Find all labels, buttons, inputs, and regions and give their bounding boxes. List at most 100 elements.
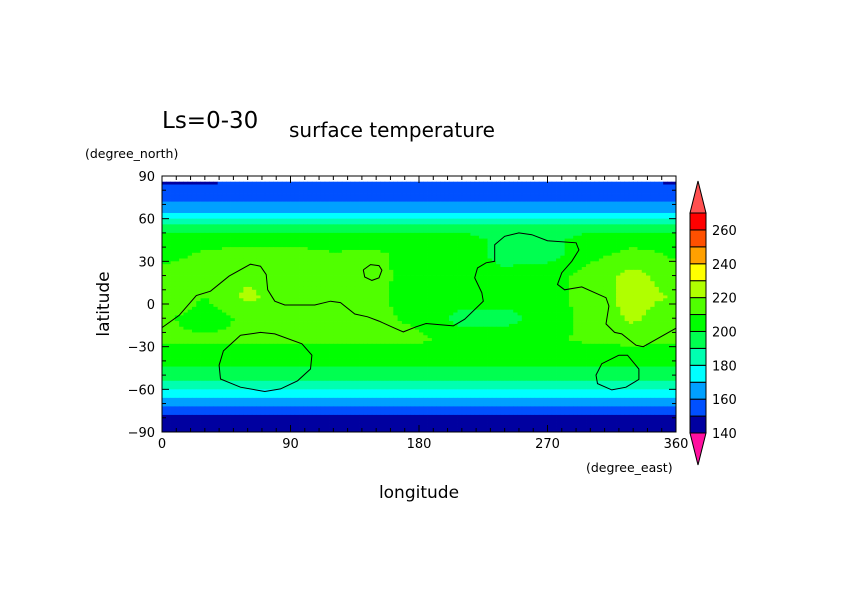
heatmap-cell	[320, 210, 326, 214]
heatmap-cell	[457, 298, 463, 302]
heatmap-cell	[504, 187, 510, 191]
heatmap-cell	[568, 215, 574, 220]
heatmap-cell	[384, 227, 390, 231]
heatmap-cell	[491, 247, 497, 251]
heatmap-cell	[221, 269, 227, 274]
heatmap-cell	[303, 275, 309, 279]
heatmap-cell	[436, 212, 441, 217]
heatmap-cell	[273, 235, 279, 239]
heatmap-cell	[273, 261, 279, 265]
heatmap-cell	[667, 249, 673, 254]
heatmap-cell	[187, 292, 193, 296]
heatmap-cell	[247, 190, 253, 194]
heatmap-cell	[303, 286, 309, 291]
heatmap-cell	[371, 267, 377, 271]
heatmap-cell	[671, 193, 677, 197]
heatmap-cell	[508, 284, 514, 288]
heatmap-cell	[213, 181, 219, 185]
heatmap-cell	[556, 258, 561, 262]
heatmap-cell	[406, 244, 411, 248]
heatmap-cell	[538, 204, 544, 208]
heatmap-cell	[247, 241, 253, 245]
heatmap-cell	[483, 221, 488, 225]
heatmap-cell	[376, 187, 381, 191]
heatmap-cell	[436, 232, 441, 237]
heatmap-cell	[633, 284, 638, 288]
heatmap-cell	[260, 198, 266, 202]
heatmap-cell	[226, 221, 231, 225]
heatmap-cell	[474, 247, 480, 251]
heatmap-cell	[213, 193, 219, 197]
heatmap-cell	[179, 187, 184, 191]
heatmap-cell	[354, 187, 360, 191]
heatmap-cell	[234, 286, 240, 291]
heatmap-cell	[586, 272, 591, 276]
heatmap-cell	[183, 238, 189, 242]
heatmap-cell	[590, 184, 596, 188]
heatmap-cell	[637, 207, 643, 211]
heatmap-cell	[603, 267, 608, 271]
heatmap-cell	[598, 269, 604, 274]
heatmap-cell	[196, 278, 201, 282]
heatmap-cell	[658, 201, 664, 205]
heatmap-cell	[637, 235, 643, 239]
heatmap-cell	[534, 218, 540, 222]
heatmap-cell	[650, 281, 655, 285]
heatmap-cell	[200, 261, 206, 265]
heatmap-cell	[530, 204, 536, 208]
heatmap-cell	[213, 249, 219, 254]
heatmap-cell	[397, 292, 403, 296]
heatmap-cell	[187, 295, 193, 299]
heatmap-cell	[607, 261, 613, 265]
heatmap-cell	[294, 261, 300, 265]
heatmap-cell	[556, 210, 561, 214]
heatmap-cell	[376, 198, 381, 202]
heatmap-cell	[594, 247, 600, 251]
heatmap-cell	[354, 264, 360, 268]
heatmap-cell	[436, 278, 441, 282]
heatmap-cell	[247, 292, 253, 296]
heatmap-cell	[256, 249, 261, 254]
heatmap-cell	[521, 247, 527, 251]
heatmap-cell	[560, 201, 566, 205]
heatmap-cell	[316, 195, 321, 200]
heatmap-cell	[286, 193, 291, 197]
heatmap-cell	[174, 181, 180, 185]
heatmap-cell	[453, 247, 458, 251]
heatmap-cell	[586, 224, 591, 228]
heatmap-cell	[316, 215, 321, 220]
heatmap-cell	[350, 252, 356, 257]
heatmap-cell	[264, 235, 270, 239]
heatmap-cell	[260, 238, 266, 242]
heatmap-cell	[590, 207, 596, 211]
heatmap-cell	[256, 215, 261, 220]
heatmap-cell	[333, 210, 339, 214]
heatmap-cell	[436, 249, 441, 254]
heatmap-cell	[667, 198, 673, 202]
heatmap-cell	[410, 195, 416, 200]
heatmap-cell	[654, 264, 660, 268]
heatmap-cell	[483, 190, 488, 194]
heatmap-cell	[247, 198, 253, 202]
heatmap-cell	[367, 224, 373, 228]
heatmap-cell	[226, 212, 231, 217]
heatmap-cell	[200, 184, 206, 188]
heatmap-cell	[406, 255, 411, 259]
heatmap-cell	[650, 295, 655, 299]
heatmap-cell	[311, 255, 317, 259]
heatmap-cell	[667, 281, 673, 285]
heatmap-cell	[440, 207, 446, 211]
heatmap-cell	[444, 195, 450, 200]
heatmap-cell	[239, 235, 244, 239]
heatmap-cell	[598, 218, 604, 222]
heatmap-cell	[423, 212, 428, 217]
heatmap-cell	[598, 295, 604, 299]
heatmap-cell	[183, 267, 189, 271]
heatmap-cell	[586, 269, 591, 274]
heatmap-cell	[307, 289, 313, 294]
heatmap-cell	[654, 238, 660, 242]
heatmap-cell	[307, 284, 313, 288]
heatmap-cell	[427, 278, 433, 282]
heatmap-cell	[341, 275, 347, 279]
heatmap-cell	[590, 261, 596, 265]
